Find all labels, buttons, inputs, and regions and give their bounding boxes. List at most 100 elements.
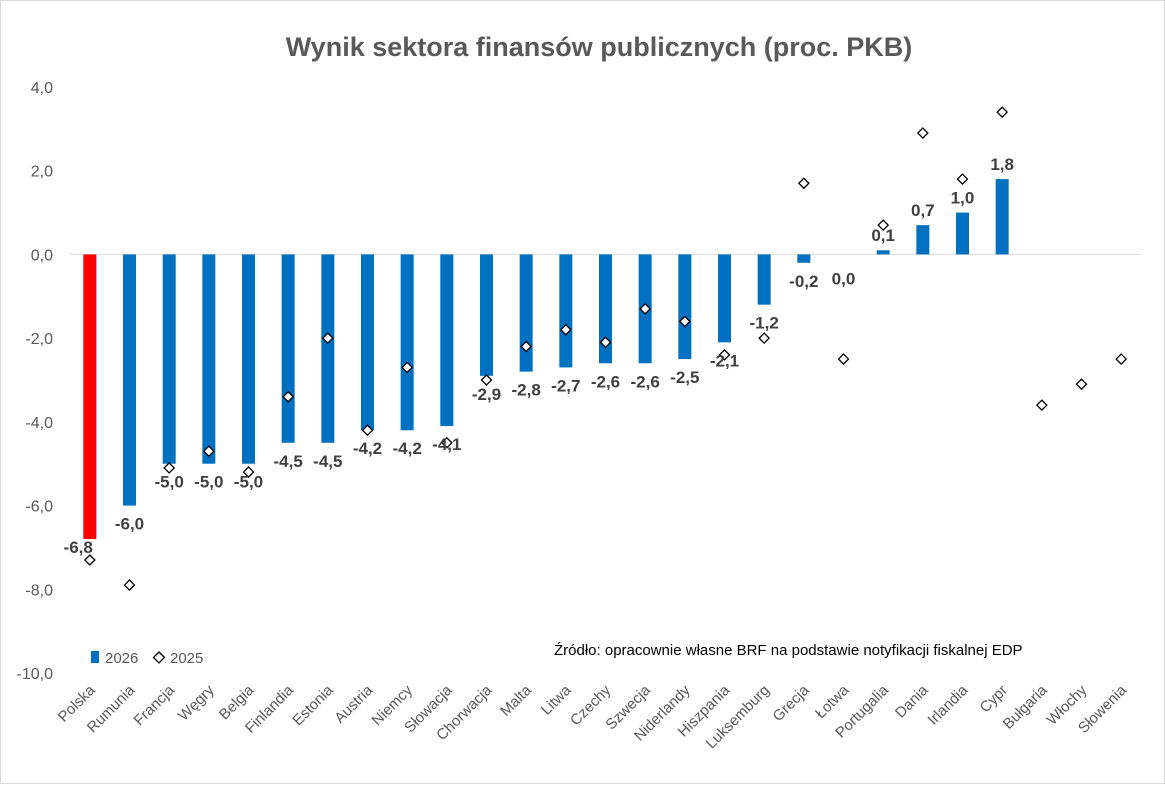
data-label-18: -1,2 [750,314,779,333]
bar-11 [480,254,493,376]
marker-2025-8 [361,424,374,437]
data-label-8: -4,2 [353,439,382,458]
bar-9 [400,254,414,431]
marker-2025-15 [639,302,652,315]
bar-13 [559,254,573,368]
bar-1 [83,254,97,540]
source-note: Źródło: opracownie własne BRF na podstaw… [554,642,1023,659]
marker-2025-22 [916,127,929,139]
y-tick-label: -8,0 [25,582,53,599]
marker-2025-27 [1115,353,1128,365]
bar-7 [321,254,335,443]
x-axis: PolskaRumuniaFrancjaWęgryBelgiaFinlandia… [55,681,1131,752]
x-tick-label: Grecja [769,681,813,725]
x-tick-label: Austria [331,681,376,726]
y-tick-label: -6,0 [25,499,53,516]
data-label-12: -2,8 [512,381,541,400]
data-label-20: 0,0 [832,269,856,288]
marker-2025-16 [678,315,691,328]
chart-title: Wynik sektora finansów publicznych (proc… [286,32,913,62]
x-tick-label: Bułgaria [1000,681,1051,732]
data-label-21: 0,1 [871,226,895,245]
x-tick-label: Irlandia [925,681,972,728]
marker-2025-3 [163,461,176,474]
marker-2025-18 [758,332,771,345]
y-tick-label: -2,0 [25,331,53,348]
data-label-15: -2,6 [631,372,660,391]
data-label-5: -5,0 [234,473,263,492]
data-label-3: -5,0 [155,473,184,492]
marker-2025-26 [1075,378,1088,391]
marker-2025-6 [282,390,295,403]
bar-5 [242,254,255,464]
x-tick-label: Węgry [175,681,218,724]
bar-21 [876,250,890,255]
data-label-1: -6,8 [64,538,93,557]
marker-2025-12 [520,340,533,353]
x-tick-label: Malta [497,681,535,719]
marker-2025-1 [83,554,96,566]
bar-2 [123,254,136,506]
marker-2025-7 [321,332,334,345]
marker-2025-4 [202,445,215,458]
data-label-13: -2,7 [551,376,580,395]
data-labels: -6,8 -6,0 -5,0 -5,0 -5,0 -4,5 -4,5 -4,2 -4,2 -4,1… [64,155,1014,557]
bar-10 [440,254,454,427]
x-tick-label: Estonia [289,681,337,729]
legend-swatch-2025 [152,651,166,664]
marker-2025-13 [559,323,572,336]
y-tick-label: 4,0 [31,80,53,97]
data-label-14: -2,6 [591,372,620,391]
data-label-22: 0,7 [911,201,935,220]
y-axis: 4,0 2,0 0,0 -2,0 -4,0 -6,0 -8,0 -10,0 [17,80,54,683]
bar-16 [678,254,692,360]
y-tick-label: 2,0 [31,164,53,181]
data-label-9: -4,2 [393,439,422,458]
marker-2025-10 [440,436,453,449]
data-label-4: -5,0 [194,473,223,492]
y-tick-label: -4,0 [25,415,53,432]
bar-23 [956,212,969,255]
bar-14 [599,254,612,364]
marker-2025-5 [242,466,255,479]
marker-2025-17 [718,348,731,361]
marker-2025-20 [837,353,850,365]
marker-2025-24 [996,106,1009,119]
legend-label-2026: 2026 [105,650,138,667]
bar-19 [797,254,811,263]
data-label-10: -4,1 [432,435,461,454]
data-label-7: -4,5 [313,452,342,471]
bar-17 [718,254,731,343]
markers-2025 [83,106,1128,592]
x-tick-label: Litwa [538,681,575,718]
data-label-24: 1,8 [990,155,1014,174]
y-tick-label: 0,0 [31,247,53,264]
marker-2025-2 [123,579,136,592]
bar-8 [361,254,374,431]
bar-18 [757,254,771,305]
legend: 2026 2025 [91,650,203,667]
marker-2025-11 [480,374,493,386]
bar-22 [916,225,930,255]
legend-swatch-2026 [91,651,99,663]
data-label-2: -6,0 [115,515,144,534]
bar-3 [162,254,176,464]
data-label-11: -2,9 [472,385,501,404]
marker-2025-19 [797,177,810,190]
bar-24 [995,179,1009,255]
data-label-23: 1,0 [951,189,975,208]
x-tick-label: Cypr [977,682,1011,716]
data-label-17: -2,1 [710,351,739,370]
bar-4 [202,254,216,464]
marker-2025-23 [956,173,969,186]
marker-2025-25 [1035,399,1048,412]
bar-12 [519,254,533,372]
legend-label-2025: 2025 [170,650,203,667]
y-tick-label: -10,0 [17,666,54,683]
data-label-6: -4,5 [274,452,303,471]
data-label-16: -2,5 [670,368,699,387]
data-label-19: -0,2 [789,272,818,291]
marker-2025-21 [877,219,890,232]
